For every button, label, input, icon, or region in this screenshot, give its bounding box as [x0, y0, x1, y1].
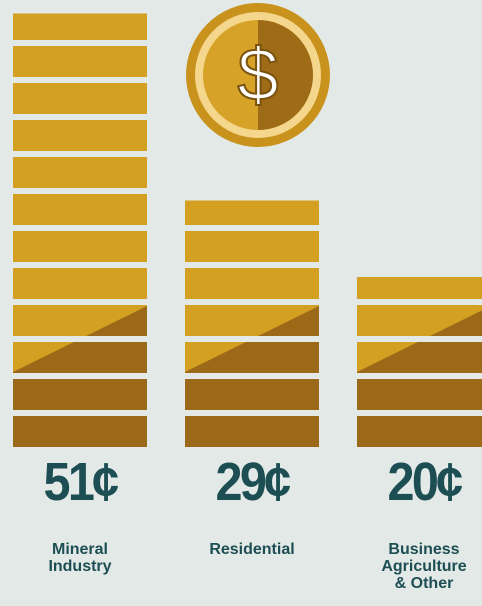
- page: $ 51¢ Mineral Industry 29¢ Residential 20¢ Bu…: [0, 0, 482, 606]
- value-label: 20¢: [352, 452, 482, 512]
- value-label: 29¢: [180, 452, 324, 512]
- category-label: Business Agriculture & Other: [344, 541, 482, 592]
- category-label: Residential: [172, 541, 332, 558]
- value-label: 51¢: [8, 452, 152, 512]
- chart: $: [0, 0, 482, 606]
- dollar-coin: $: [186, 3, 330, 147]
- category-label: Mineral Industry: [0, 541, 160, 575]
- svg-text:$: $: [237, 33, 278, 116]
